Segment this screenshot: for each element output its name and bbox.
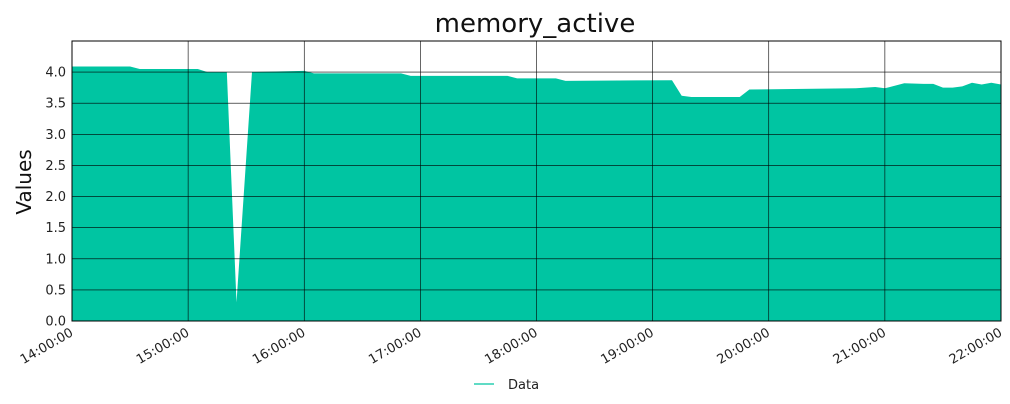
x-tick-label: 15:00:00: [134, 325, 192, 367]
legend-label: Data: [508, 378, 539, 393]
y-axis-label: Values: [12, 149, 36, 214]
x-tick-label: 22:00:00: [947, 325, 1005, 367]
y-tick-label: 4.0: [45, 66, 66, 81]
x-tick-label: 19:00:00: [599, 325, 657, 367]
y-tick-label: 2.5: [45, 159, 66, 174]
x-tick-label: 14:00:00: [18, 325, 76, 367]
chart-title: memory_active: [435, 9, 636, 39]
plot-area: 0.0 0.5 1.0 1.5 2.0 2.5 3.0 3.5 4.0 14:00:00 15:00…: [18, 41, 1005, 368]
x-tick-label: 16:00:00: [250, 325, 308, 367]
legend: Data: [474, 378, 539, 393]
x-tick-label: 21:00:00: [831, 325, 889, 367]
y-tick-label: 0.5: [45, 283, 66, 298]
y-tick-label: 3.5: [45, 97, 66, 112]
x-tick-label: 17:00:00: [366, 325, 424, 367]
x-tick-label: 20:00:00: [715, 325, 773, 367]
y-tick-label: 1.5: [45, 221, 66, 236]
y-tick-label: 3.0: [45, 128, 66, 143]
x-tick-label: 18:00:00: [482, 325, 540, 367]
y-tick-label: 1.0: [45, 252, 66, 267]
y-tick-label: 0.0: [45, 315, 66, 330]
y-tick-label: 2.0: [45, 190, 66, 205]
